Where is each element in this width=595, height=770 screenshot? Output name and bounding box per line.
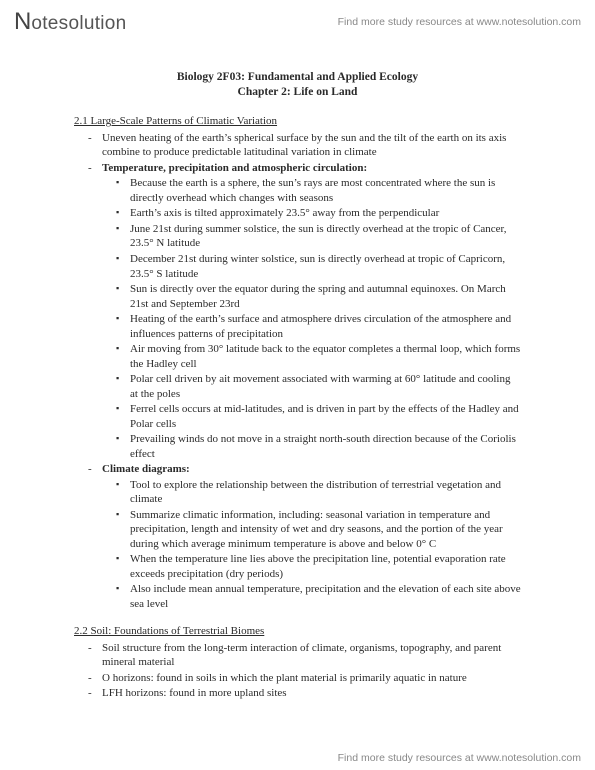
section-1-heading: 2.1 Large-Scale Patterns of Climatic Var… [74,114,521,129]
list-item: Air moving from 30° latitude back to the… [130,342,521,371]
list-item: December 21st during winter solstice, su… [130,252,521,281]
tagline-bottom: Find more study resources at www.notesol… [338,752,581,764]
list-item: Earth’s axis is tilted approximately 23.… [130,206,521,221]
sub1-label: Temperature, precipitation and atmospher… [102,162,367,174]
list-item: Prevailing winds do not move in a straig… [130,432,521,461]
list-item: Summarize climatic information, includin… [130,508,521,552]
title-block: Biology 2F03: Fundamental and Applied Ec… [74,70,521,100]
section-2-list: Soil structure from the long-term intera… [74,641,521,701]
list-item: Temperature, precipitation and atmospher… [102,161,521,461]
logo-cap: N [14,8,31,36]
list-item: Also include mean annual temperature, pr… [130,582,521,611]
chapter-title: Chapter 2: Life on Land [74,85,521,100]
section-1-list: Uneven heating of the earth’s spherical … [74,131,521,612]
list-item: Polar cell driven by ait movement associ… [130,372,521,401]
list-item: Heating of the earth’s surface and atmos… [130,312,521,341]
list-item: Climate diagrams: Tool to explore the re… [102,462,521,611]
sub1-list: Because the earth is a sphere, the sun’s… [102,176,521,461]
list-item: Because the earth is a sphere, the sun’s… [130,176,521,205]
list-item: O horizons: found in soils in which the … [102,671,521,686]
course-title: Biology 2F03: Fundamental and Applied Ec… [74,70,521,85]
tagline-top: Find more study resources at www.notesol… [338,16,581,28]
section-2-heading: 2.2 Soil: Foundations of Terrestrial Bio… [74,624,521,639]
list-item: Ferrel cells occurs at mid-latitudes, an… [130,402,521,431]
page-body: Biology 2F03: Fundamental and Applied Ec… [0,40,595,701]
logo: Notesolution [14,8,127,36]
list-item: When the temperature line lies above the… [130,552,521,581]
list-item: June 21st during summer solstice, the su… [130,222,521,251]
list-item: Tool to explore the relationship between… [130,478,521,507]
list-item: LFH horizons: found in more upland sites [102,686,521,701]
sub2-label: Climate diagrams: [102,463,190,475]
sub2-list: Tool to explore the relationship between… [102,478,521,612]
header-bar: Notesolution Find more study resources a… [0,0,595,40]
logo-rest: otesolution [31,13,126,35]
list-item: Sun is directly over the equator during … [130,282,521,311]
list-item: Uneven heating of the earth’s spherical … [102,131,521,160]
list-item: Soil structure from the long-term intera… [102,641,521,670]
